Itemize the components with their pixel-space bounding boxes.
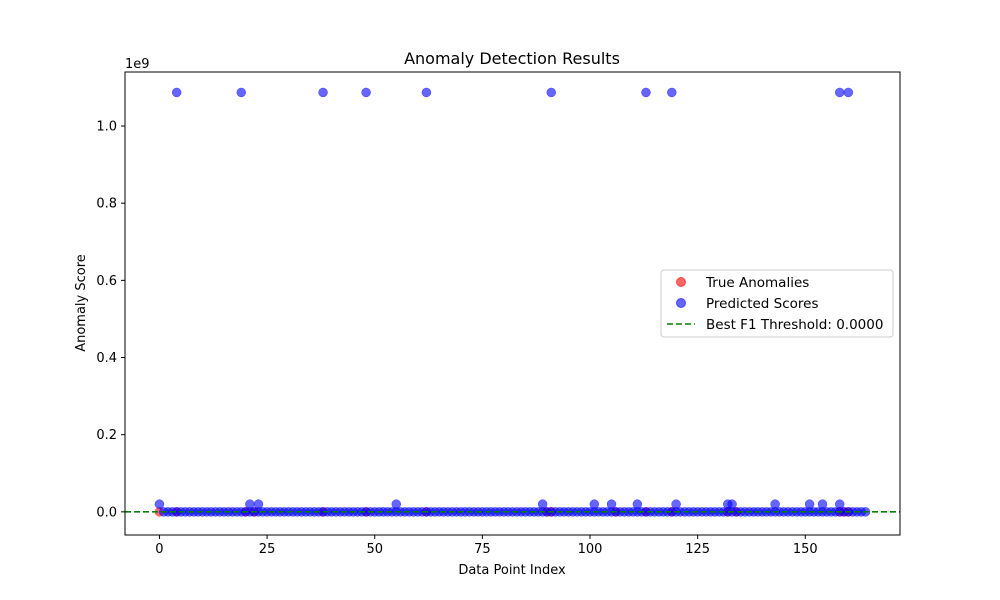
y-tick-label: 0.0 bbox=[96, 505, 117, 520]
y-offset-label: 1e9 bbox=[125, 57, 150, 72]
x-tick-label: 75 bbox=[474, 542, 491, 557]
x-tick-label: 25 bbox=[259, 542, 276, 557]
predicted-score-point bbox=[667, 87, 677, 98]
predicted-score-point bbox=[253, 499, 264, 509]
legend-threshold-label: Best F1 Threshold: 0.0000 bbox=[706, 317, 883, 333]
predicted-score-point bbox=[843, 87, 854, 98]
predicted-score-point bbox=[546, 87, 556, 98]
predicted-score-point bbox=[391, 499, 401, 509]
legend-predicted-scores-label: Predicted Scores bbox=[706, 296, 819, 312]
predicted-score-point bbox=[834, 499, 845, 509]
predicted-score-point bbox=[606, 499, 617, 509]
predicted-score-point bbox=[671, 499, 681, 509]
predicted-score-point bbox=[817, 499, 828, 509]
y-tick-label: 0.8 bbox=[96, 197, 117, 212]
predicted-score-point bbox=[318, 87, 328, 98]
predicted-score-point bbox=[804, 499, 815, 509]
predicted-score-point bbox=[361, 87, 371, 98]
predicted-score-point bbox=[245, 499, 255, 509]
y-axis-label: Anomaly Score bbox=[74, 254, 89, 352]
legend-box bbox=[660, 269, 894, 338]
predicted-score-point bbox=[236, 87, 246, 98]
predicted-score-point bbox=[727, 499, 737, 509]
data-layer bbox=[125, 87, 900, 517]
axes-frame bbox=[124, 71, 901, 536]
y-tick-label: 0.4 bbox=[96, 351, 117, 366]
x-axis-label: Data Point Index bbox=[458, 563, 566, 578]
legend-predicted-scores-marker bbox=[676, 298, 686, 308]
predicted-score-point bbox=[421, 87, 432, 98]
x-tick-label: 125 bbox=[685, 542, 710, 557]
x-tick-label: 150 bbox=[793, 542, 818, 557]
predicted-score-point bbox=[171, 87, 182, 98]
x-tick-label: 0 bbox=[155, 542, 163, 557]
predicted-score-point bbox=[834, 87, 845, 98]
y-tick-label: 0.6 bbox=[96, 274, 117, 289]
x-tick-label: 100 bbox=[578, 542, 603, 557]
plot-area: 0 25 50 75 100 125 150 0.0 0.2 0.4 0.6 0.8 1.0 bbox=[96, 71, 901, 557]
predicted-score-point bbox=[589, 499, 600, 509]
x-tick-label: 50 bbox=[366, 542, 383, 557]
predicted-score-point bbox=[632, 499, 643, 509]
y-tick-label: 0.2 bbox=[96, 428, 117, 443]
predicted-score-point bbox=[770, 499, 780, 509]
chart-title: Anomaly Detection Results bbox=[404, 49, 620, 68]
y-tick-label: 1.0 bbox=[96, 120, 117, 135]
predicted-score-point bbox=[154, 499, 165, 509]
predicted-score-point bbox=[641, 87, 651, 98]
legend: True Anomalies Predicted Scores Best F1 Th… bbox=[660, 269, 894, 338]
predicted-score-point bbox=[537, 499, 548, 509]
legend-true-anomalies-label: True Anomalies bbox=[705, 275, 809, 291]
legend-true-anomalies-marker bbox=[676, 277, 686, 287]
